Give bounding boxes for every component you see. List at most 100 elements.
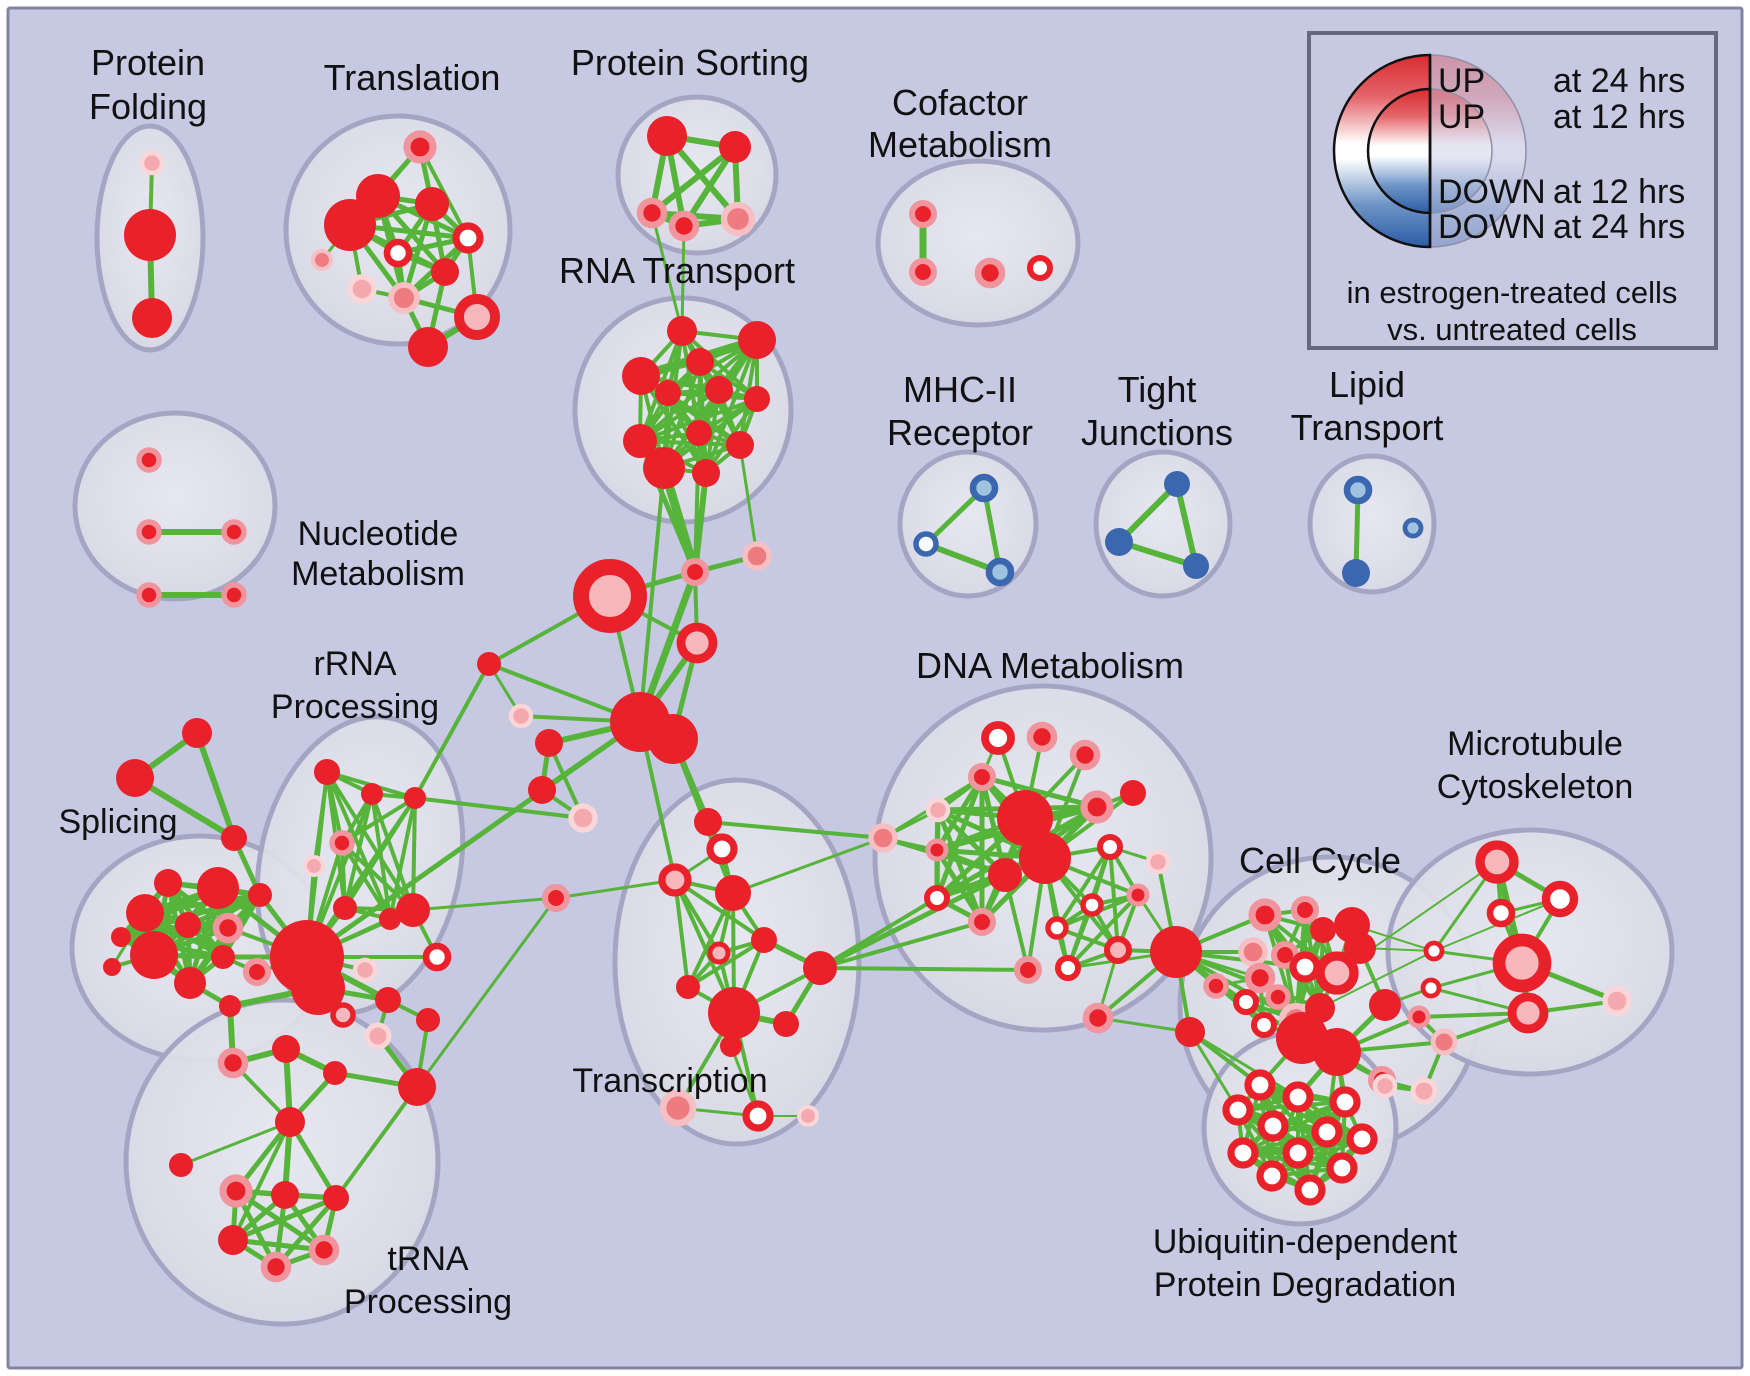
edge — [934, 804, 1100, 901]
edge — [818, 896, 939, 970]
cluster-label-cofactor-metabolism: Cofactor Metabolism — [868, 82, 1052, 165]
node-q11 — [330, 1002, 356, 1028]
node-d6 — [997, 790, 1053, 846]
edge — [413, 662, 491, 800]
node-r10 — [726, 431, 754, 459]
node-w2 — [272, 1035, 300, 1063]
cluster-label-ubiquitin-degradation: Ubiquitin-dependent Protein Degradation — [1153, 1223, 1458, 1304]
legend-time-2: at 12 hrs — [1553, 173, 1685, 211]
node-d26 — [1175, 1017, 1205, 1047]
edge — [731, 836, 885, 895]
node-pf1 — [139, 150, 165, 176]
node-r12 — [692, 459, 720, 487]
node-u11 — [1256, 1160, 1288, 1192]
cluster-label-protein-folding: Protein Folding — [89, 42, 207, 127]
node-x10 — [708, 987, 760, 1039]
legend-ring-12h — [1366, 87, 1432, 215]
node-m7 — [1423, 940, 1445, 962]
node-m5 — [1507, 992, 1549, 1034]
node-p2 — [719, 131, 751, 163]
node-r9 — [623, 424, 657, 458]
node-x12 — [720, 1035, 742, 1057]
node-q12 — [375, 987, 401, 1013]
node-t3 — [324, 199, 376, 251]
legend-ring-12h-faded — [1429, 88, 1493, 214]
node-q9 — [422, 942, 452, 972]
node-r5 — [655, 380, 681, 406]
edge — [132, 775, 237, 841]
node-x4 — [541, 883, 571, 913]
node-t1 — [403, 130, 437, 164]
edge — [934, 774, 985, 901]
node-h5 — [568, 803, 598, 833]
node-d22 — [1055, 955, 1081, 981]
node-d17 — [1080, 893, 1104, 917]
node-hub2 — [648, 714, 698, 764]
node-m6 — [1602, 986, 1632, 1016]
node-d11 — [925, 838, 949, 862]
cluster-label-microtubule-cytoskeleton: Microtubule Cytoskeleton — [1437, 725, 1634, 806]
edge — [638, 466, 666, 724]
edge — [673, 878, 690, 989]
node-cc8 — [1244, 962, 1276, 994]
node-nm2 — [136, 519, 162, 545]
node-v1 — [477, 652, 501, 676]
node-d10 — [868, 823, 898, 853]
node-w4 — [364, 1022, 392, 1050]
node-x11 — [773, 1011, 799, 1037]
legend-direction-0: UP — [1438, 62, 1485, 100]
node-m3 — [1486, 898, 1516, 928]
cluster-label-rrna-processing: rRNA Processing — [271, 645, 439, 726]
edge — [680, 329, 759, 401]
edge — [1066, 893, 1140, 970]
edge — [934, 847, 985, 925]
node-q5 — [302, 854, 326, 878]
node-s14 — [211, 945, 235, 969]
edge — [413, 796, 585, 820]
node-s12 — [103, 958, 121, 976]
node-t5 — [452, 222, 484, 254]
node-cc20 — [1369, 989, 1401, 1021]
node-x2 — [706, 833, 738, 865]
node-nm3 — [221, 519, 247, 545]
node-nm5 — [221, 582, 247, 608]
legend-time-3: at 24 hrs — [1553, 208, 1685, 246]
legend-footer-line-0: in estrogen-treated cells — [1347, 275, 1678, 310]
node-q10 — [352, 957, 378, 983]
edge — [388, 796, 417, 921]
node-cc10 — [1233, 989, 1259, 1015]
cluster-label-mhc-ii-receptor: MHC-II Receptor — [887, 369, 1033, 453]
node-p5 — [720, 201, 756, 237]
cluster-ellipse-tight-junctions — [1093, 449, 1233, 599]
node-w3 — [323, 1061, 347, 1085]
edge — [554, 878, 677, 900]
node-r3 — [686, 348, 714, 376]
node-m10 — [1430, 1028, 1458, 1056]
node-lt1 — [1343, 475, 1373, 505]
edge — [334, 1085, 419, 1200]
node-cc4 — [1238, 937, 1268, 967]
node-d15 — [924, 885, 950, 911]
node-cm1 — [908, 199, 938, 229]
legend-time-0: at 24 hrs — [1553, 62, 1685, 100]
edge — [325, 770, 415, 912]
node-q2 — [361, 783, 383, 805]
node-t9 — [388, 282, 420, 314]
edge — [179, 1120, 292, 1167]
node-u10 — [1326, 1152, 1358, 1184]
edge — [935, 807, 985, 925]
node-r1 — [667, 316, 697, 346]
cluster-ellipse-lipid-transport — [1307, 453, 1437, 595]
edge — [312, 770, 329, 868]
node-d19 — [1045, 916, 1069, 940]
node-p1 — [647, 116, 687, 156]
node-s15 — [242, 957, 272, 987]
cluster-label-splicing: Splicing — [58, 803, 177, 841]
node-cm2 — [908, 257, 938, 287]
node-s1 — [182, 718, 212, 748]
node-m2 — [1541, 880, 1579, 918]
node-t6 — [383, 238, 413, 268]
node-m9 — [1407, 1005, 1431, 1029]
node-x15 — [796, 1104, 820, 1128]
node-cc3b — [1310, 917, 1336, 943]
